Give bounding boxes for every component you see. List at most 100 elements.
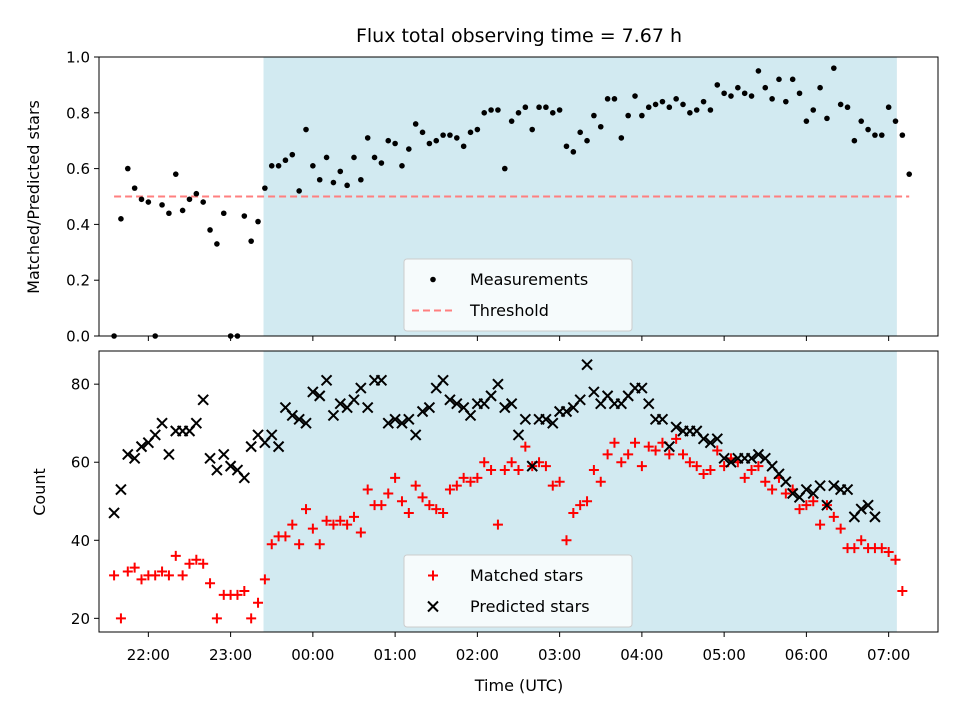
top-panel: 0.0 0.2 0.4 0.6 0.8 1.0 Flux total observing … [24,25,939,346]
bottom-x-tick-label: 07:00 [867,646,910,664]
predicted-star-point [382,417,394,429]
predicted-star-point [519,413,532,426]
bottom-y-tick-label: 20 [71,610,90,628]
matched-star-point [671,433,682,444]
predicted-star-point [780,476,792,488]
matched-star-point [540,461,551,472]
bottom-x-tick-label: 01:00 [374,646,417,664]
matched-star-point [486,465,497,476]
bottom-panel: 20 40 60 80 22:00 23:00 00:00 01:00 02:00 03:00 0… [30,350,939,695]
matched-star-point [266,539,277,550]
measurement-point [214,241,220,247]
matched-star-point [451,480,462,491]
measurement-point [289,151,296,158]
bottom-x-tick-label: 03:00 [538,646,581,664]
measurement-point [563,143,570,150]
matched-star-point [232,589,243,600]
matched-star-point [170,550,181,561]
measurement-point [755,68,762,74]
measurement-point [241,213,248,219]
measurement-point [748,93,755,99]
measurement-point [296,188,302,194]
matched-star-point [520,441,531,452]
matched-star-point [856,535,867,546]
matched-star-point [561,535,572,546]
measurement-point [330,179,337,186]
predicted-star-point [711,433,723,445]
predicted-star-point [334,397,346,410]
matched-star-point [424,500,435,511]
bottom-legend-marker-x [427,600,439,613]
measurement-point [474,126,481,133]
predicted-star-point [574,394,586,406]
measurement-point [179,207,186,214]
top-axes-frame [98,56,939,337]
matched-star-point [348,511,359,522]
predicted-star-point [752,448,765,461]
matched-star-point [321,515,332,526]
bottom-y-tick-label: 40 [71,532,90,550]
matched-star-point [575,500,586,511]
bottom-legend-label: Matched stars [470,566,583,585]
top-y-ticks: 0.0 0.2 0.4 0.6 0.8 1.0 [66,49,99,346]
predicted-star-point [547,417,559,429]
predicted-star-point [190,417,203,429]
bottom-y-tick-label: 80 [71,376,90,394]
matched-star-point [623,449,634,460]
matched-star-point [136,574,147,585]
predicted-star-point [266,429,278,441]
matched-star-point [808,496,819,507]
top-legend-box [403,258,633,332]
matched-star-point [259,574,270,585]
matched-star-point [280,531,291,542]
matched-star-point [767,484,778,495]
measurement-point [186,196,193,203]
top-y-axis-label: Matched/Predicted stars [24,100,43,294]
measurement-point [549,110,556,116]
predicted-star-point [272,440,285,453]
measurement-point [741,90,748,97]
bottom-x-tick-label: 22:00 [127,646,170,664]
top-y-tick-label: 1.0 [66,49,90,67]
predicted-star-point [396,417,408,429]
measurement-point [440,132,446,138]
measurement-point [118,216,124,222]
matched-star-point [438,507,449,518]
predicted-star-point [204,452,216,465]
measurement-point [364,135,371,141]
predicted-star-point [211,464,223,476]
predicted-star-point [464,409,477,422]
matched-star-point [588,465,599,476]
measurement-point [220,210,227,217]
predicted-star-point [115,483,127,496]
measurement-point [577,129,583,136]
predicted-star-point [512,429,525,441]
measurement-point [817,84,823,91]
matched-star-point [191,554,202,565]
bottom-x-tick-label: 04:00 [620,646,663,664]
top-x-ticks [147,336,890,341]
predicted-star-point [224,460,237,472]
measurement-point [166,210,172,217]
measurement-point [385,137,392,144]
measurement-point [570,149,577,155]
predicted-star-point [122,448,134,461]
measurement-point [899,132,906,138]
predicted-star-point [416,405,429,418]
measurement-point [159,202,165,208]
measurement-point [200,199,206,205]
predicted-star-point [704,437,717,449]
measurement-point [248,238,254,244]
measurement-point [351,154,357,161]
predicted-star-point [307,386,319,398]
matched-star-point [205,578,216,589]
predicted-star-point [588,386,600,398]
bottom-legend-label: Predicted stars [470,597,590,616]
bottom-y-tick-label: 60 [71,454,90,472]
predicted-star-point [389,413,401,426]
predicted-star-point [444,394,456,406]
predicted-star-point [485,390,497,402]
predicted-star-point [149,429,161,441]
matched-star-point [444,484,455,495]
matched-star-point [815,519,826,530]
